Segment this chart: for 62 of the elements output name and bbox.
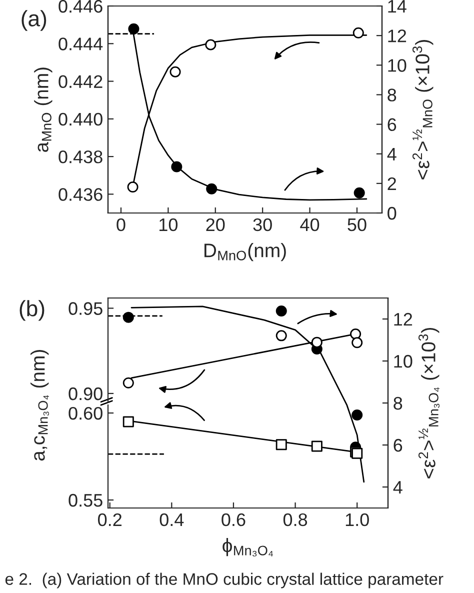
y2-tick-label: 12 [388,30,406,42]
chart-title: (a) [22,10,46,31]
y2-axis-title: <ε$^{2}$>$^{½}$$_{MnO}$ (×10$^{3}$) [412,40,434,180]
x-axis-title: ϕ$_{Mn₃O₄}$ [222,538,273,556]
point [128,23,140,34]
y2-tick-label: 6 [388,118,396,132]
point [276,306,287,317]
x-tick-label: 0.2 [98,513,122,526]
point [354,187,365,198]
y2-tick-label: 4 [393,481,402,494]
y-tick-label: 0.442 [58,75,102,88]
x-axis-title: D$_{MnO}$(nm) [204,243,286,262]
point [352,27,364,38]
x-tick-label: 40 [300,218,320,232]
y2-tick-label: 14 [388,0,406,13]
point [352,409,363,420]
point [122,416,134,428]
point [311,336,322,348]
point [171,161,182,172]
point [352,337,363,348]
x-tick-label: 0.8 [283,513,308,526]
y2-tick-label: 12 [394,312,412,326]
chart-title: (b) [20,300,44,321]
text: e 2. (a) Variation of the MnO cubic crystal lattice parameter [5,572,444,588]
y2-tick-label: 0 [388,206,396,220]
point [276,330,287,342]
y-tick-label: 0.95 [68,302,102,315]
point [205,39,216,50]
y2-tick-label: 2 [388,177,396,190]
y2-tick-label: 8 [388,88,396,102]
y-tick-label: 0.438 [58,150,102,164]
x-tick-label: 10 [160,218,178,232]
point [122,377,134,388]
x-tick-label: 0.4 [160,513,184,526]
y2-tick-label: 10 [388,59,406,72]
y-tick-label: 0.440 [58,112,102,126]
point [350,328,362,340]
y-tick-label: 0.55 [68,494,102,507]
y-axis-title: a,c$_{Mn₃O₄}$ (nm) [30,350,49,461]
point [206,183,218,194]
y-tick-label: 0.446 [58,0,102,13]
y-axis-title: a$_{MnO}$ (nm) [34,68,52,152]
x-tick-label: 20 [206,218,225,232]
x-tick-label: 0.6 [222,513,246,526]
point [170,66,181,78]
x-tick-label: 30 [253,218,272,232]
y-tick-label: 0.444 [58,38,103,50]
line-series [130,306,365,483]
y2-axis-title: <ε$^{2}$>$^{½}$$_{Mn₃O₄}$ (×10$^{3}$) [418,328,440,478]
x-tick-label: 0 [116,218,126,232]
point [311,440,322,452]
x-tick-label: 50 [348,218,366,232]
y2-tick-label: 10 [394,354,412,368]
y-tick-label: 0.60 [68,406,102,420]
x-tick-label: 1.0 [346,513,369,526]
point [127,182,138,193]
y-tick-label: 0.90 [68,387,102,400]
point [276,439,287,450]
y-tick-label: 0.436 [58,188,102,201]
y2-tick-label: 8 [394,396,402,410]
y2-tick-label: 6 [394,438,402,452]
y2-tick-label: 4 [387,148,396,160]
